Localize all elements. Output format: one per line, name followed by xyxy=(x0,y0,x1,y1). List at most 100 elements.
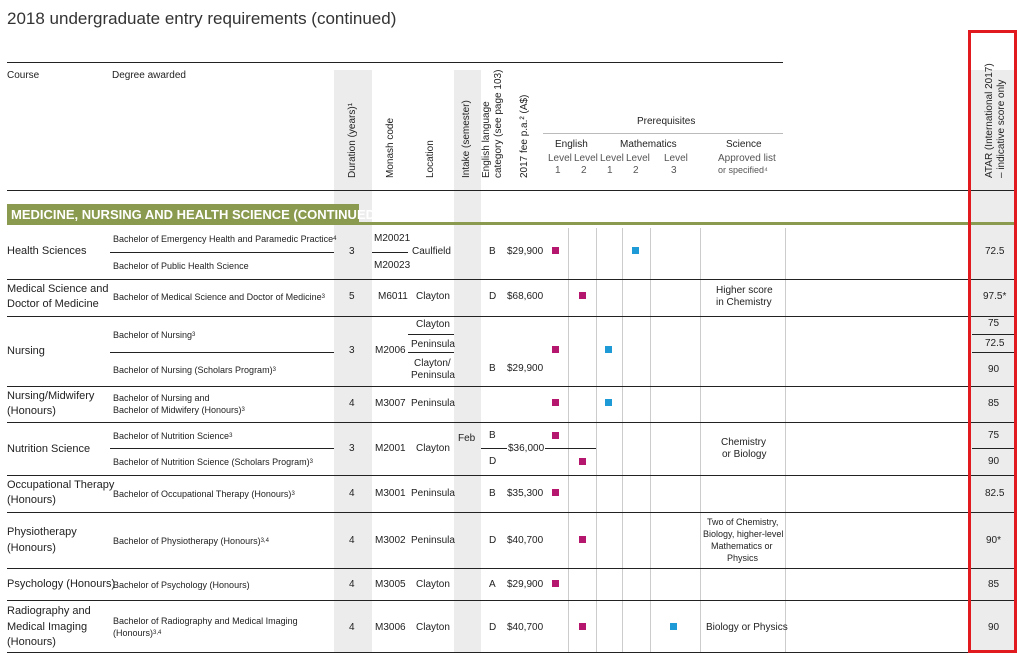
course-name-line: (Honours) xyxy=(7,542,56,554)
subrow-separator xyxy=(110,252,334,253)
duration-value: 4 xyxy=(349,398,355,409)
english-category: B xyxy=(489,488,496,499)
degree-name: Bachelor of Emergency Health and Paramed… xyxy=(113,234,337,244)
prerequisite-marker xyxy=(670,623,677,630)
course-name: Psychology (Honours) xyxy=(7,578,116,590)
location: Peninsula xyxy=(411,488,455,499)
duration-band xyxy=(334,70,372,653)
monash-code: M2006 xyxy=(375,345,406,356)
header-fee: 2017 fee p.a.² (A$) xyxy=(519,94,530,178)
degree-name: Bachelor of Nursing3 xyxy=(113,330,196,340)
science-requirement: Chemistry xyxy=(721,437,767,448)
header-mathematics: Mathematics xyxy=(620,139,677,150)
location: Clayton xyxy=(416,319,450,330)
subrow-separator xyxy=(110,448,334,449)
degree-name: Bachelor of Public Health Science xyxy=(113,261,249,271)
column-divider xyxy=(622,228,623,653)
subrow-separator xyxy=(543,448,596,449)
duration-value: 3 xyxy=(349,246,355,257)
atar-value: 90* xyxy=(986,535,1002,546)
level-label: Level xyxy=(664,153,688,164)
level-label: Level xyxy=(626,153,650,164)
location: Clayton xyxy=(416,622,450,633)
location: Clayton xyxy=(416,579,450,590)
row-separator xyxy=(7,475,1015,476)
subrow-separator xyxy=(110,352,334,353)
fee: $29,900 xyxy=(507,246,544,257)
degree-name: Bachelor of Occupational Therapy (Honour… xyxy=(113,489,295,499)
level-number: 1 xyxy=(607,165,613,176)
course-name-line: Occupational Therapy xyxy=(7,479,115,491)
location: Clayton xyxy=(416,443,450,454)
science-requirement: Mathematics or xyxy=(711,541,773,551)
section-title: MEDICINE, NURSING AND HEALTH SCIENCE (CO… xyxy=(11,207,380,222)
row-separator xyxy=(7,386,1015,387)
science-requirement: Physics xyxy=(727,553,759,563)
atar-value: 75 xyxy=(988,430,1000,441)
header-science: Science xyxy=(726,139,762,150)
fee: $40,700 xyxy=(507,535,544,546)
atar-value: 90 xyxy=(988,364,1000,375)
column-divider xyxy=(785,228,786,653)
fee: $29,900 xyxy=(507,363,544,374)
monash-code: M3006 xyxy=(375,622,406,633)
section-rule xyxy=(7,222,1015,225)
prerequisite-marker xyxy=(552,580,559,587)
header-degree: Degree awarded xyxy=(112,70,186,81)
subrow-separator xyxy=(972,334,1015,335)
english-category: D xyxy=(489,291,497,302)
location: Clayton/ xyxy=(414,358,451,369)
fee: $36,000 xyxy=(507,443,546,454)
course-name-line: (Honours) xyxy=(7,405,56,417)
degree-name: Bachelor of Physiotherapy (Honours)3,4 xyxy=(113,536,269,546)
header-top-rule xyxy=(7,62,783,63)
duration-value: 4 xyxy=(349,579,355,590)
prerequisite-marker xyxy=(552,399,559,406)
prerequisite-marker xyxy=(632,247,639,254)
location: Peninsula xyxy=(411,535,455,546)
header-english-category-1: English language xyxy=(481,101,492,178)
course-name-line: Physiotherapy xyxy=(7,526,77,538)
duration-value: 5 xyxy=(349,291,355,302)
degree-name: Bachelor of Midwifery (Honours)3 xyxy=(113,405,245,415)
prerequisite-marker xyxy=(579,292,586,299)
atar-value: 82.5 xyxy=(985,488,1005,499)
subrow-separator xyxy=(972,352,1015,353)
header-code: Monash code xyxy=(385,117,396,178)
atar-value: 72.5 xyxy=(985,246,1005,257)
science-requirement: or Biology xyxy=(722,449,767,460)
course-name: Nursing xyxy=(7,345,45,357)
course-name-line: Nursing/Midwifery xyxy=(7,390,95,402)
english-category: D xyxy=(489,535,497,546)
degree-name: Bachelor of Radiography and Medical Imag… xyxy=(113,616,298,626)
prerequisite-marker xyxy=(552,247,559,254)
course-name-line: Medical Imaging xyxy=(7,621,88,633)
degree-name: Bachelor of Nutrition Science3 xyxy=(113,431,233,441)
row-separator xyxy=(7,512,1015,513)
subrow-separator xyxy=(408,352,454,353)
course-name: Health Sciences xyxy=(7,245,87,257)
location: Clayton xyxy=(416,291,450,302)
fee: $35,300 xyxy=(507,488,544,499)
monash-code: M3002 xyxy=(375,535,406,546)
column-divider xyxy=(596,228,597,653)
duration-value: 4 xyxy=(349,535,355,546)
monash-code: M20023 xyxy=(374,260,411,271)
duration-value: 4 xyxy=(349,622,355,633)
atar-value: 75 xyxy=(988,318,1000,329)
atar-value: 85 xyxy=(988,579,1000,590)
subrow-separator xyxy=(372,252,408,253)
header-location: Location xyxy=(425,140,436,178)
monash-code: M3001 xyxy=(375,488,406,499)
level-label: Level xyxy=(600,153,624,164)
atar-value: 90 xyxy=(988,622,1000,633)
subrow-separator xyxy=(408,334,454,335)
row-separator xyxy=(7,316,1015,317)
english-category: B xyxy=(489,246,496,257)
header-english-category-2: category (see page 103) xyxy=(493,69,504,178)
column-divider xyxy=(568,228,569,653)
atar-highlight-box xyxy=(968,30,1017,653)
atar-value: 90 xyxy=(988,456,1000,467)
course-name-line: (Honours) xyxy=(7,494,56,506)
duration-value: 3 xyxy=(349,345,355,356)
